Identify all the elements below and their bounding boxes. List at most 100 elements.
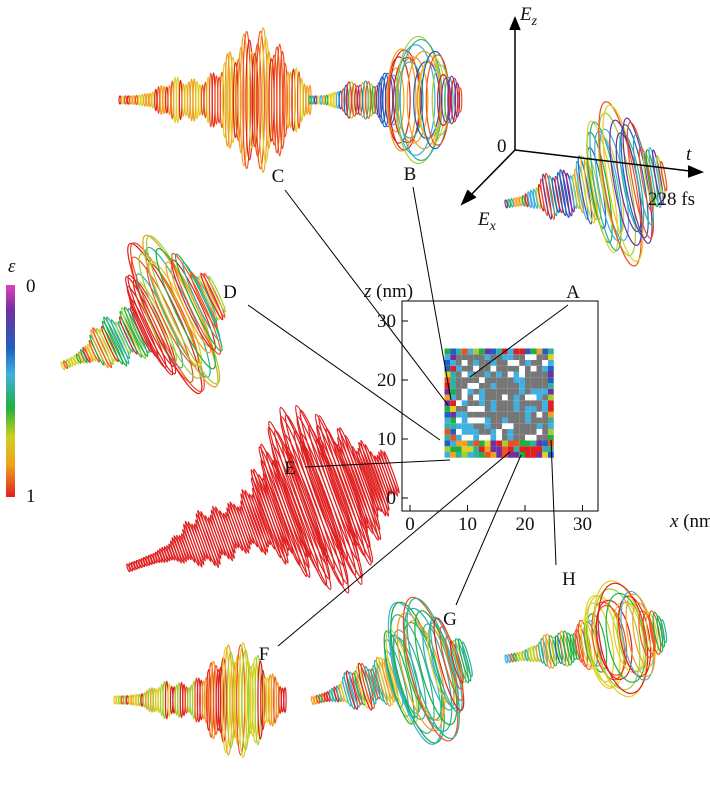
map-cell bbox=[502, 435, 508, 441]
map-cell bbox=[548, 372, 554, 378]
map-cell bbox=[479, 452, 485, 458]
map-cell bbox=[462, 395, 468, 401]
map-cell bbox=[479, 389, 485, 395]
map-cell bbox=[537, 389, 543, 395]
map-cell bbox=[519, 360, 525, 366]
map-cell bbox=[473, 383, 479, 389]
map-cell bbox=[450, 435, 456, 441]
map-cell bbox=[548, 435, 554, 441]
pulse-loop bbox=[157, 87, 159, 114]
map-cell bbox=[525, 349, 531, 355]
map-cell bbox=[537, 446, 543, 452]
map-cell bbox=[502, 441, 508, 447]
map-cell bbox=[462, 435, 468, 441]
figure: Ez Ex t 0 228 fs ε 0 1 01020300102030 x … bbox=[0, 0, 710, 795]
map-cell bbox=[456, 441, 462, 447]
map-cell bbox=[548, 354, 554, 360]
pulse-loop bbox=[309, 96, 311, 104]
pulse-loop bbox=[317, 96, 319, 104]
map-cell bbox=[514, 366, 520, 372]
map-cell bbox=[450, 429, 456, 435]
pulse-loop bbox=[201, 85, 203, 115]
map-cell bbox=[514, 360, 520, 366]
map-cell bbox=[514, 372, 520, 378]
map-cell bbox=[456, 395, 462, 401]
map-cell bbox=[514, 429, 520, 435]
map-cell bbox=[531, 446, 537, 452]
map-cell bbox=[485, 418, 491, 424]
pulse-loop bbox=[315, 96, 317, 104]
time-end-label: 228 fs bbox=[648, 189, 695, 210]
map-cell bbox=[450, 400, 456, 406]
map-cell bbox=[548, 389, 554, 395]
pulse-loop bbox=[134, 695, 136, 706]
map-cell bbox=[445, 441, 451, 447]
map-cell bbox=[542, 452, 548, 458]
map-cell bbox=[485, 383, 491, 389]
map-cell bbox=[508, 360, 514, 366]
map-cell bbox=[531, 349, 537, 355]
map-cell bbox=[502, 372, 508, 378]
pulse-loop bbox=[163, 86, 165, 114]
map-cell bbox=[496, 452, 502, 458]
pulse-loop bbox=[306, 86, 308, 114]
x-tick-label: 10 bbox=[458, 514, 477, 535]
map-cell bbox=[468, 389, 474, 395]
map-cell bbox=[542, 383, 548, 389]
map-cell bbox=[548, 349, 554, 355]
pulse-loop bbox=[185, 84, 187, 115]
map-cell bbox=[508, 395, 514, 401]
map-cell bbox=[473, 446, 479, 452]
map-cell bbox=[468, 429, 474, 435]
map-cell bbox=[508, 446, 514, 452]
map-cell bbox=[496, 383, 502, 389]
map-cell bbox=[450, 423, 456, 429]
map-cell bbox=[514, 354, 520, 360]
map-cell bbox=[473, 441, 479, 447]
map-cell bbox=[531, 406, 537, 412]
map-cell bbox=[468, 383, 474, 389]
map-cell bbox=[508, 423, 514, 429]
map-cell bbox=[502, 429, 508, 435]
map-cell bbox=[514, 435, 520, 441]
map-cell bbox=[502, 412, 508, 418]
map-cell bbox=[548, 395, 554, 401]
map-cell bbox=[450, 412, 456, 418]
map-cell bbox=[525, 446, 531, 452]
z-tick-label: 20 bbox=[377, 370, 396, 391]
map-cell bbox=[496, 429, 502, 435]
map-cell bbox=[473, 400, 479, 406]
map-cell bbox=[456, 389, 462, 395]
map-cell bbox=[519, 400, 525, 406]
map-cell bbox=[473, 389, 479, 395]
map-cell bbox=[519, 446, 525, 452]
map-cell bbox=[537, 400, 543, 406]
map-cell bbox=[496, 389, 502, 395]
pulse-loop bbox=[320, 96, 322, 105]
map-cell bbox=[525, 383, 531, 389]
pulse-loop bbox=[149, 93, 151, 106]
map-cell bbox=[531, 400, 537, 406]
point-label: D bbox=[223, 282, 237, 303]
map-cell bbox=[514, 412, 520, 418]
map-cell bbox=[502, 446, 508, 452]
pulse-loop bbox=[125, 96, 127, 104]
callout-line bbox=[551, 440, 556, 565]
map-cell bbox=[456, 366, 462, 372]
pulse bbox=[309, 36, 462, 163]
map-cell bbox=[537, 418, 543, 424]
map-cell bbox=[473, 406, 479, 412]
map-cell bbox=[514, 406, 520, 412]
map-cell bbox=[519, 383, 525, 389]
colorbar-top: 0 bbox=[26, 276, 36, 297]
map-cell bbox=[445, 423, 451, 429]
map-cell bbox=[462, 441, 468, 447]
map-cell bbox=[485, 429, 491, 435]
map-cell bbox=[485, 441, 491, 447]
map-cell bbox=[456, 429, 462, 435]
z-tick-label: 10 bbox=[377, 429, 396, 450]
map-cell bbox=[508, 383, 514, 389]
map-cell bbox=[491, 406, 497, 412]
map-cell bbox=[445, 418, 451, 424]
map-cell bbox=[537, 354, 543, 360]
